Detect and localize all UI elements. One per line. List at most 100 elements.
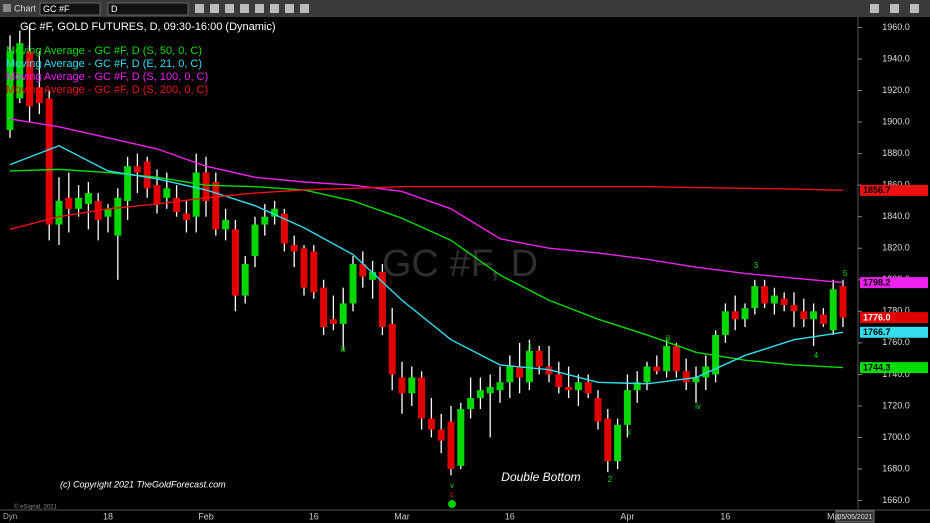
candle-body — [663, 346, 671, 372]
tool-icon[interactable] — [240, 4, 249, 13]
window-button[interactable] — [910, 4, 919, 13]
candle-body — [398, 377, 406, 394]
candle-body — [457, 409, 465, 466]
legend-entry: Moving Average - GC #F, D (S, 200, 0, C) — [6, 84, 208, 96]
price-box-label: 1744.3 — [863, 362, 891, 372]
candle-body — [369, 271, 377, 280]
price-box — [860, 277, 928, 289]
pattern-label: Double Bottom — [501, 470, 580, 484]
symbol-text: GC #F — [43, 4, 70, 14]
candle-body — [222, 219, 230, 230]
candle-body — [388, 323, 396, 375]
candle-body — [84, 193, 92, 205]
x-tick-label: Mar — [394, 511, 410, 521]
candle-body — [6, 51, 14, 130]
moving-average — [9, 144, 844, 385]
date: 05/05/2021 — [837, 514, 872, 521]
candle-body — [65, 197, 73, 209]
candle-body — [751, 286, 759, 309]
candle-body — [310, 251, 318, 293]
x-tick-label: 16 — [309, 511, 319, 521]
x-tick-label: 16 — [505, 511, 515, 521]
candle-body — [408, 377, 416, 394]
candle-body — [486, 387, 494, 394]
interval-input[interactable] — [107, 2, 189, 16]
candle-body — [496, 382, 504, 391]
candle-body — [280, 213, 288, 244]
candle-body — [476, 390, 484, 399]
candle-body — [300, 248, 308, 288]
event-marker[interactable] — [448, 500, 456, 508]
candle-body — [124, 166, 132, 201]
candle-body — [104, 208, 112, 217]
wave-label: 5 — [843, 269, 848, 278]
legend: Moving Average - GC #F, D (S, 50, 0, C)M… — [6, 45, 208, 96]
y-tick-label: 1820.0 — [882, 243, 910, 253]
candle-body — [290, 245, 298, 252]
candle-body — [143, 161, 151, 189]
wave-label: iii — [340, 345, 346, 354]
price-box — [860, 184, 928, 196]
candle-body — [202, 172, 210, 201]
watermark: GC #F, D — [382, 243, 538, 285]
candle-body — [447, 421, 455, 469]
candle-body — [75, 197, 83, 209]
tool-icon[interactable] — [195, 4, 204, 13]
tool-icon[interactable] — [285, 4, 294, 13]
candle-body — [114, 197, 122, 236]
y-tick-label: 1940.0 — [882, 53, 910, 63]
candle-body — [182, 213, 190, 220]
candle-body — [231, 229, 239, 296]
interval-text: D — [111, 4, 118, 14]
candle-body — [712, 334, 720, 375]
candle-body — [241, 264, 249, 296]
y-tick-label: 1920.0 — [882, 85, 910, 95]
x-tick-label: 18 — [103, 511, 113, 521]
candle-body — [545, 366, 553, 375]
toolbar-title: Chart — [14, 3, 37, 13]
x-tick-label: Ma — [827, 511, 840, 521]
y-tick-label: 1960.0 — [882, 22, 910, 32]
candle-body — [467, 398, 475, 410]
candle-body — [418, 377, 426, 419]
candle-body — [339, 303, 347, 324]
candle-body — [682, 371, 690, 383]
candle-body — [163, 188, 171, 198]
x-tick-label: 16 — [720, 511, 730, 521]
wave-label: iii — [665, 334, 671, 343]
chart-icon — [3, 4, 11, 12]
mode: Dyn — [3, 512, 17, 521]
tool-icon[interactable] — [300, 4, 309, 13]
candle-body — [604, 418, 612, 462]
candle-body — [271, 208, 279, 217]
candle-body — [790, 305, 798, 312]
candle-body — [761, 286, 769, 304]
candle-body — [633, 382, 641, 391]
legend-entry: Moving Average - GC #F, D (E, 21, 0, C) — [6, 58, 202, 70]
tool-icon[interactable] — [270, 4, 279, 13]
candle-body — [653, 366, 661, 372]
symbol-input[interactable] — [39, 2, 101, 16]
y-tick-label: 1760.0 — [882, 337, 910, 347]
y-tick-label: 1740.0 — [882, 369, 910, 379]
candle-body — [770, 295, 778, 304]
tool-icon[interactable] — [225, 4, 234, 13]
window-button[interactable] — [890, 4, 899, 13]
date-box — [835, 510, 875, 523]
candle-body — [153, 185, 161, 205]
price-box-label: 1766.7 — [863, 327, 891, 337]
tool-icon[interactable] — [210, 4, 219, 13]
price-box — [860, 326, 928, 338]
y-tick-label: 1780.0 — [882, 306, 910, 316]
candle-body — [535, 350, 543, 367]
legend-entry: Moving Average - GC #F, D (S, 50, 0, C) — [6, 45, 202, 57]
tool-icon[interactable] — [255, 4, 264, 13]
wave-label: iv — [695, 402, 701, 411]
candle-body — [623, 390, 631, 425]
window-button[interactable] — [870, 4, 879, 13]
candle-body — [525, 350, 533, 383]
candle-body — [702, 366, 710, 378]
toolbar-icons — [195, 4, 919, 13]
x-tick-label: Apr — [620, 511, 634, 521]
